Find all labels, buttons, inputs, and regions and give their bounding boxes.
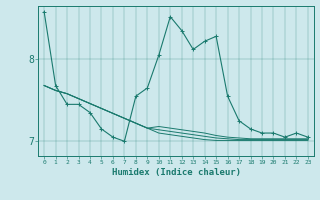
X-axis label: Humidex (Indice chaleur): Humidex (Indice chaleur) xyxy=(111,168,241,177)
